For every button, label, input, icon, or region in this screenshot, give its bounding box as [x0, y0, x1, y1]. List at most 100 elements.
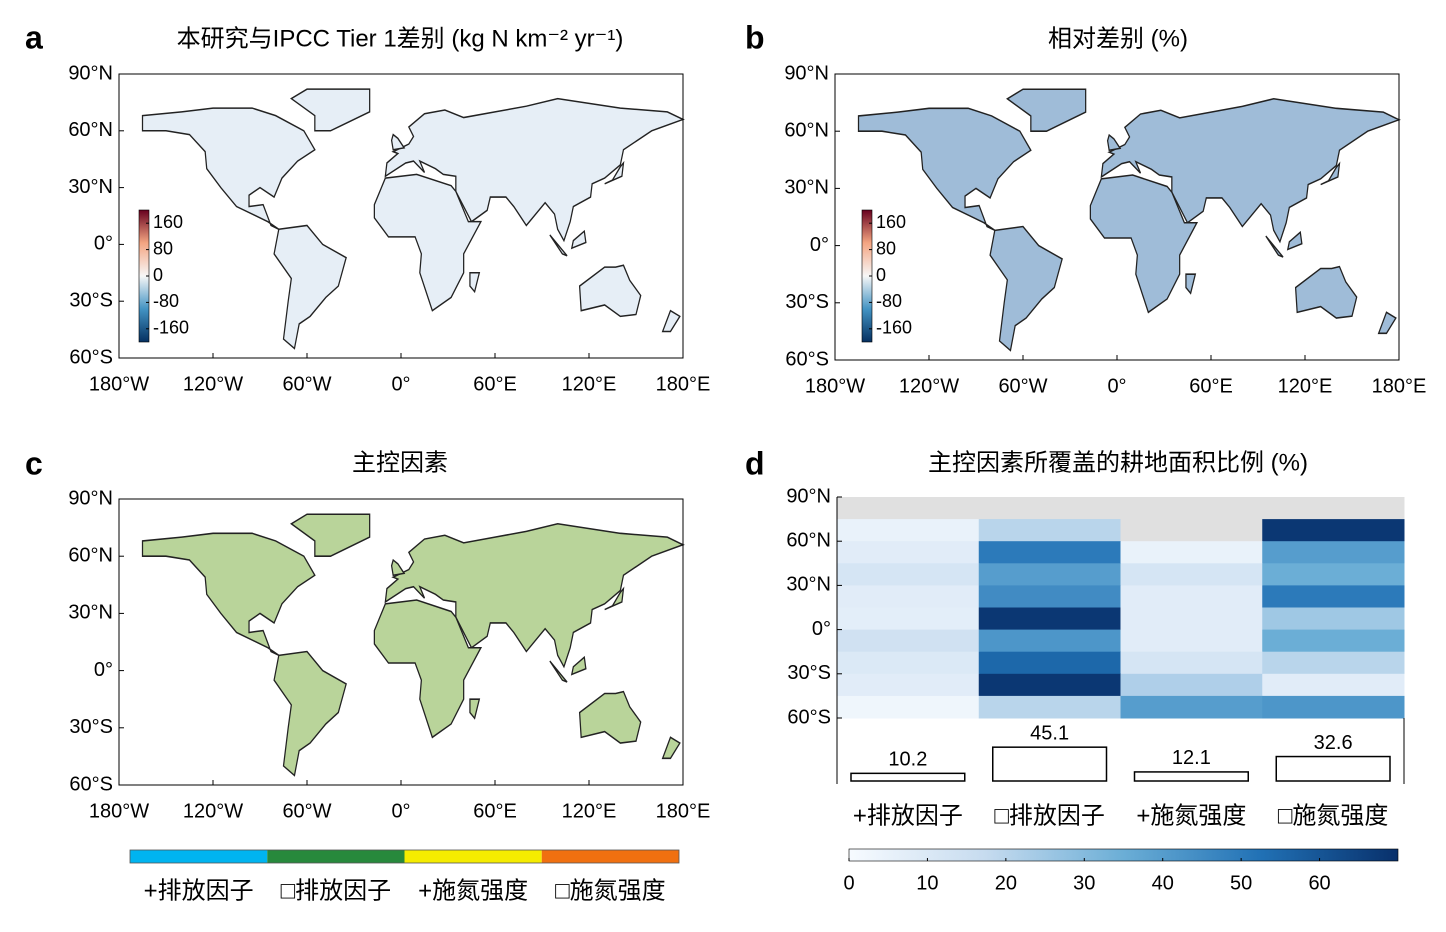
y-tick-label: 30°S: [69, 716, 113, 738]
x-tick-label: 120°W: [183, 373, 243, 395]
panel-letter: b: [745, 19, 765, 55]
bar: [992, 746, 1108, 782]
panel-title: 主控因素所覆盖的耕地面积比例 (%): [928, 449, 1308, 476]
panel-letter: d: [745, 445, 765, 481]
x-tick-label: 180°W: [805, 375, 865, 397]
y-tick-label: 30°N: [68, 602, 113, 624]
heat-cell: [1262, 607, 1405, 631]
x-tick-label: 0°: [1107, 375, 1126, 397]
y-tick-label: 30°N: [68, 176, 113, 198]
colorbar-label: 30: [1073, 872, 1095, 894]
bar-label: 32.6: [1314, 732, 1353, 754]
heat-cell: [837, 563, 980, 586]
x-tick-label: 180°W: [89, 373, 149, 395]
x-tick-label: 120°E: [562, 800, 617, 822]
x-tick-label: 60°E: [1189, 375, 1233, 397]
y-tick-label: 90°N: [68, 487, 113, 509]
heat-cell: [1120, 651, 1263, 675]
y-tick-label: 90°N: [68, 62, 113, 84]
bar: [1133, 771, 1249, 782]
panel-title: 相对差别 (%): [1048, 25, 1188, 52]
heat-cell: [1262, 541, 1405, 564]
heat-cell: [978, 607, 1121, 631]
panel-letter: a: [25, 19, 43, 55]
y-tick-label: 0°: [812, 618, 831, 640]
heat-cell: [837, 585, 980, 608]
heat-cell: [1120, 497, 1263, 520]
y-tick-label: 0°: [94, 659, 113, 681]
heat-cell: [1120, 541, 1263, 564]
legend-swatch: [130, 850, 268, 863]
y-tick-label: 60°N: [68, 119, 113, 141]
heat-cell: [1120, 585, 1263, 608]
heat-cell: [1120, 563, 1263, 586]
colorbar-label: 80: [876, 238, 896, 258]
heat-cell: [978, 695, 1121, 719]
heat-cell: [1262, 585, 1405, 608]
bar: [1275, 755, 1391, 782]
colorbar-label: 40: [1152, 872, 1174, 894]
legend-label: +施氮强度: [418, 877, 528, 904]
y-tick-label: 90°N: [786, 485, 831, 507]
heat-cell: [1262, 563, 1405, 586]
panel-letter: c: [25, 445, 43, 481]
colorbar-label: 50: [1230, 872, 1252, 894]
panel-title: 本研究与IPCC Tier 1差别 (kg N km⁻² yr⁻¹): [177, 25, 624, 52]
y-tick-label: 60°S: [69, 346, 113, 368]
heat-cell: [837, 541, 980, 564]
bar-label: 10.2: [888, 749, 927, 771]
colorbar-label: 60: [1308, 872, 1330, 894]
bar: [850, 772, 966, 782]
heat-cell: [1120, 519, 1263, 542]
x-category-label: □排放因子: [994, 802, 1105, 829]
y-tick-label: 30°S: [69, 289, 113, 311]
x-category-label: □施氮强度: [1278, 802, 1389, 829]
x-tick-label: 60°E: [473, 373, 517, 395]
heat-cell: [1120, 673, 1263, 697]
x-tick-label: 120°E: [1278, 375, 1333, 397]
legend-swatch: [267, 850, 405, 863]
heat-cell: [978, 519, 1121, 542]
bar-label: 12.1: [1172, 747, 1211, 769]
x-tick-label: 60°E: [473, 800, 517, 822]
colorbar-label: 0: [843, 872, 854, 894]
colorbar-label: -160: [876, 318, 912, 338]
x-tick-label: 0°: [391, 373, 410, 395]
y-tick-label: 60°N: [68, 544, 113, 566]
legend-frame: [129, 849, 680, 864]
x-category-label: +排放因子: [853, 802, 963, 829]
x-tick-label: 120°E: [562, 373, 617, 395]
colorbar-label: 0: [876, 265, 886, 285]
heat-cell: [837, 497, 980, 520]
heat-cell: [1120, 695, 1263, 719]
heat-cell: [1262, 519, 1405, 542]
heat-cell: [837, 629, 980, 653]
panel-title: 主控因素: [352, 449, 448, 476]
heat-cell: [978, 497, 1121, 520]
heat-cell: [978, 651, 1121, 675]
x-tick-label: 0°: [391, 800, 410, 822]
heat-cell: [978, 629, 1121, 653]
heat-cell: [837, 673, 980, 697]
heat-cell: [837, 607, 980, 631]
heat-cell: [1120, 607, 1263, 631]
y-tick-label: 0°: [810, 234, 829, 256]
x-tick-label: 60°W: [998, 375, 1047, 397]
heat-cell: [837, 651, 980, 675]
x-tick-label: 180°W: [89, 800, 149, 822]
legend-label: □排放因子: [281, 877, 392, 904]
y-tick-label: 30°N: [784, 177, 829, 199]
colorbar-label: 20: [995, 872, 1017, 894]
colorbar-label: -80: [153, 291, 179, 311]
bar-label: 45.1: [1030, 722, 1069, 744]
x-tick-label: 120°W: [183, 800, 243, 822]
y-tick-label: 0°: [94, 233, 113, 255]
colorbar-label: 160: [876, 212, 906, 232]
legend-label: +排放因子: [144, 877, 254, 904]
x-category-label: +施氮强度: [1136, 802, 1246, 829]
colorbar-label: -160: [153, 318, 189, 338]
x-tick-label: 60°W: [282, 800, 331, 822]
colorbar-label: 10: [916, 872, 938, 894]
colorbar-label: 80: [153, 238, 173, 258]
